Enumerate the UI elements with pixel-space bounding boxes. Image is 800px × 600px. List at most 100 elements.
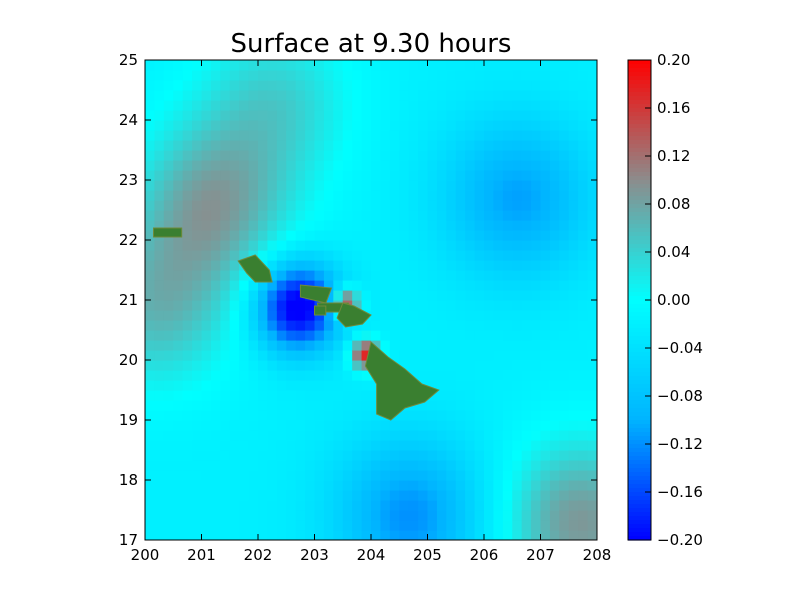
heatmap-cell <box>229 370 240 381</box>
heatmap-cell <box>493 200 504 211</box>
heatmap-cell <box>173 220 184 231</box>
heatmap-cell <box>587 530 597 540</box>
heatmap-cell <box>371 470 382 481</box>
heatmap-cell <box>436 400 447 411</box>
heatmap-cell <box>559 90 570 101</box>
colorbar-step <box>628 136 651 141</box>
heatmap-cell <box>145 380 156 391</box>
heatmap-cell <box>549 450 560 461</box>
heatmap-cell <box>540 460 551 471</box>
heatmap-cell <box>380 420 391 431</box>
heatmap-cell <box>474 120 485 131</box>
heatmap-cell <box>182 460 193 471</box>
heatmap-cell <box>502 260 513 271</box>
heatmap-cell <box>173 310 184 321</box>
heatmap-cell <box>540 170 551 181</box>
heatmap-cell <box>248 500 259 511</box>
heatmap-cell <box>587 310 597 321</box>
heatmap-cell <box>314 60 325 71</box>
heatmap-cell <box>267 500 278 511</box>
heatmap-cell <box>201 430 212 441</box>
heatmap-cell <box>333 530 344 540</box>
heatmap-cell <box>314 330 325 341</box>
heatmap-cell <box>389 270 400 281</box>
heatmap-cell <box>229 530 240 540</box>
heatmap-cell <box>295 350 306 361</box>
heatmap-cell <box>521 520 532 531</box>
heatmap-cell <box>305 380 316 391</box>
heatmap-cell <box>361 210 372 221</box>
heatmap-cell <box>333 270 344 281</box>
heatmap-cell <box>192 220 203 231</box>
heatmap-cell <box>493 150 504 161</box>
heatmap-cell <box>201 500 212 511</box>
heatmap-cell <box>201 440 212 451</box>
heatmap-cell <box>502 310 513 321</box>
heatmap-cell <box>286 440 297 451</box>
heatmap-cell <box>455 110 466 121</box>
heatmap-cell <box>436 230 447 241</box>
heatmap-cell <box>314 130 325 141</box>
heatmap-cell <box>484 100 495 111</box>
heatmap-cell <box>342 240 353 251</box>
heatmap-cell <box>578 210 589 221</box>
heatmap-cell <box>371 260 382 271</box>
heatmap-cell <box>540 230 551 241</box>
heatmap-cell <box>512 440 523 451</box>
heatmap-cell <box>145 130 156 141</box>
heatmap-cell <box>229 220 240 231</box>
heatmap-cell <box>295 440 306 451</box>
heatmap-cell <box>239 520 250 531</box>
heatmap-cell <box>399 500 410 511</box>
heatmap-cell <box>295 70 306 81</box>
colorbar-ticks: −0.20−0.16−0.12−0.08−0.040.000.040.080.1… <box>645 51 703 549</box>
heatmap-cell <box>173 340 184 351</box>
heatmap-cell <box>248 70 259 81</box>
heatmap-cell <box>493 360 504 371</box>
heatmap-cell <box>276 290 287 301</box>
colorbar-tick-label: 0.08 <box>657 195 690 213</box>
heatmap-cell <box>352 200 363 211</box>
heatmap-cell <box>465 90 476 101</box>
heatmap-cell <box>493 110 504 121</box>
heatmap-cell <box>342 140 353 151</box>
heatmap-cell <box>484 480 495 491</box>
heatmap-cell <box>267 120 278 131</box>
heatmap-cell <box>549 110 560 121</box>
x-tick-label: 204 <box>357 546 386 564</box>
heatmap-cell <box>333 360 344 371</box>
heatmap-cell <box>295 410 306 421</box>
heatmap-cell <box>427 320 438 331</box>
heatmap-cell <box>427 470 438 481</box>
colorbar-step <box>628 80 651 85</box>
heatmap-cell <box>154 330 165 341</box>
heatmap-cell <box>436 480 447 491</box>
heatmap-cell <box>352 400 363 411</box>
heatmap-cell <box>229 300 240 311</box>
heatmap-cell <box>427 350 438 361</box>
heatmap-cell <box>408 510 419 521</box>
heatmap-cell <box>531 390 542 401</box>
heatmap-cell <box>399 160 410 171</box>
heatmap-cell <box>305 410 316 421</box>
colorbar-step <box>628 504 651 509</box>
heatmap-cell <box>521 60 532 71</box>
heatmap-cell <box>229 200 240 211</box>
heatmap-cell <box>474 340 485 351</box>
heatmap-cell <box>484 520 495 531</box>
heatmap-cell <box>229 170 240 181</box>
heatmap-cell <box>455 420 466 431</box>
heatmap-cell <box>323 330 334 341</box>
heatmap-cell <box>427 160 438 171</box>
heatmap-cell <box>408 210 419 221</box>
heatmap-cell <box>267 140 278 151</box>
heatmap-cell <box>418 310 429 321</box>
heatmap-cell <box>568 300 579 311</box>
heatmap-cell <box>352 390 363 401</box>
heatmap-cell <box>220 250 231 261</box>
heatmap-cell <box>427 490 438 501</box>
heatmap-cell <box>163 140 174 151</box>
heatmap-cell <box>380 220 391 231</box>
heatmap-cell <box>323 240 334 251</box>
heatmap-cell <box>295 480 306 491</box>
